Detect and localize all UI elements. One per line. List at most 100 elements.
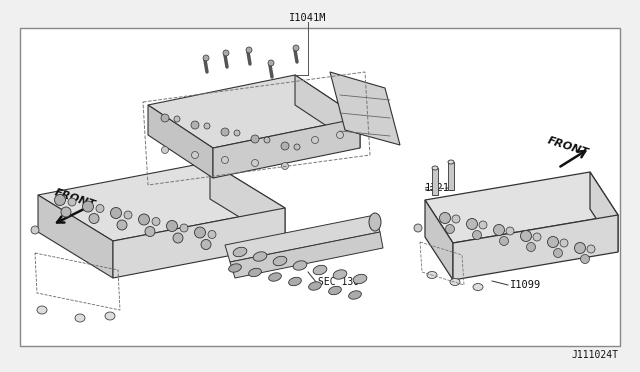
Ellipse shape: [328, 286, 341, 295]
Circle shape: [234, 130, 240, 136]
Ellipse shape: [248, 268, 261, 277]
Circle shape: [180, 224, 188, 232]
Ellipse shape: [228, 264, 241, 272]
Polygon shape: [230, 232, 383, 278]
Circle shape: [252, 160, 259, 167]
Text: I1041M: I1041M: [289, 13, 327, 23]
Circle shape: [138, 214, 150, 225]
Ellipse shape: [308, 282, 321, 290]
Circle shape: [166, 221, 177, 231]
Polygon shape: [425, 172, 618, 243]
Circle shape: [221, 128, 229, 136]
Circle shape: [96, 205, 104, 212]
Circle shape: [467, 218, 477, 230]
Circle shape: [174, 116, 180, 122]
Polygon shape: [148, 75, 360, 148]
Circle shape: [161, 147, 168, 154]
Circle shape: [575, 243, 586, 253]
Text: FRONT: FRONT: [53, 187, 97, 210]
Circle shape: [111, 208, 122, 218]
Polygon shape: [225, 215, 380, 262]
Circle shape: [191, 121, 199, 129]
Circle shape: [54, 195, 65, 205]
Text: FRONT: FRONT: [546, 135, 590, 158]
Polygon shape: [330, 72, 400, 145]
Polygon shape: [295, 75, 360, 148]
Ellipse shape: [269, 273, 282, 281]
Circle shape: [145, 227, 155, 237]
Ellipse shape: [369, 213, 381, 231]
Circle shape: [533, 233, 541, 241]
Circle shape: [506, 227, 514, 235]
Polygon shape: [590, 172, 618, 252]
Polygon shape: [448, 162, 454, 190]
Circle shape: [312, 137, 319, 144]
Circle shape: [173, 233, 183, 243]
Circle shape: [191, 151, 198, 158]
Polygon shape: [38, 195, 113, 278]
Circle shape: [587, 245, 595, 253]
Polygon shape: [432, 168, 438, 195]
Circle shape: [264, 137, 270, 143]
Polygon shape: [453, 215, 618, 280]
Circle shape: [281, 142, 289, 150]
Circle shape: [499, 237, 509, 246]
Circle shape: [414, 224, 422, 232]
Polygon shape: [425, 200, 453, 280]
Polygon shape: [210, 162, 285, 245]
Circle shape: [208, 231, 216, 238]
Circle shape: [246, 47, 252, 53]
Circle shape: [203, 55, 209, 61]
Text: I1099: I1099: [510, 280, 541, 290]
Ellipse shape: [473, 283, 483, 291]
Polygon shape: [148, 105, 213, 178]
Circle shape: [479, 221, 487, 229]
FancyBboxPatch shape: [20, 28, 620, 346]
Circle shape: [83, 201, 93, 212]
Circle shape: [560, 239, 568, 247]
Text: SEC 130: SEC 130: [318, 277, 359, 287]
Circle shape: [61, 207, 71, 217]
Circle shape: [221, 157, 228, 164]
Ellipse shape: [293, 261, 307, 270]
Circle shape: [223, 50, 229, 56]
Circle shape: [493, 224, 504, 235]
Circle shape: [520, 231, 531, 241]
Ellipse shape: [233, 247, 247, 257]
Ellipse shape: [37, 306, 47, 314]
Circle shape: [117, 220, 127, 230]
Circle shape: [251, 135, 259, 143]
Ellipse shape: [313, 265, 327, 275]
Circle shape: [31, 226, 39, 234]
Circle shape: [268, 60, 274, 66]
Circle shape: [152, 218, 160, 225]
Circle shape: [293, 45, 299, 51]
Circle shape: [337, 131, 344, 138]
Ellipse shape: [273, 256, 287, 266]
Circle shape: [282, 163, 289, 170]
Circle shape: [472, 231, 481, 240]
Ellipse shape: [427, 272, 437, 279]
Ellipse shape: [75, 314, 85, 322]
Circle shape: [445, 224, 454, 234]
Ellipse shape: [333, 270, 347, 279]
Text: 13213: 13213: [425, 183, 456, 193]
Ellipse shape: [450, 279, 460, 285]
Circle shape: [201, 240, 211, 250]
Ellipse shape: [432, 166, 438, 170]
Ellipse shape: [105, 312, 115, 320]
Circle shape: [204, 123, 210, 129]
Polygon shape: [38, 162, 285, 241]
Circle shape: [452, 215, 460, 223]
Circle shape: [554, 248, 563, 257]
Ellipse shape: [349, 291, 362, 299]
Circle shape: [580, 254, 589, 263]
Circle shape: [527, 243, 536, 251]
Circle shape: [547, 237, 559, 247]
Ellipse shape: [253, 252, 267, 261]
Text: J111024T: J111024T: [571, 350, 618, 360]
Ellipse shape: [289, 277, 301, 286]
Circle shape: [89, 214, 99, 224]
Circle shape: [124, 211, 132, 219]
Ellipse shape: [448, 160, 454, 164]
